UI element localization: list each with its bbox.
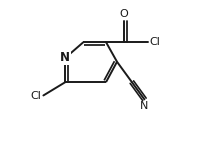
Text: Cl: Cl bbox=[149, 37, 160, 47]
Text: O: O bbox=[120, 9, 129, 19]
Text: Cl: Cl bbox=[30, 91, 41, 101]
Text: N: N bbox=[60, 51, 70, 64]
Text: N: N bbox=[140, 101, 149, 111]
